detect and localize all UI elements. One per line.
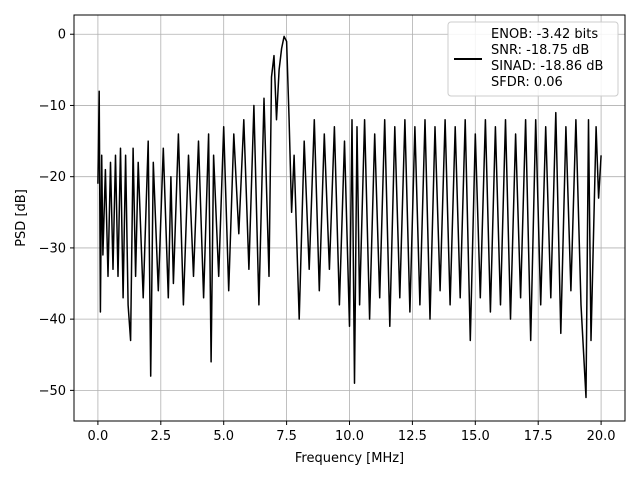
y-tick-label: −20 [39,170,66,185]
y-tick-label: −30 [39,241,66,256]
y-tick-label: −10 [39,99,66,114]
x-tick-label: 20.0 [587,429,616,444]
y-axis-label: PSD [dB] [14,189,29,247]
x-tick-label: 10.0 [335,429,364,444]
x-axis-label: Frequency [MHz] [295,451,404,466]
x-tick-label: 12.5 [398,429,427,444]
legend-entry-sinad: SINAD: -18.86 dB [491,59,603,74]
legend-entry-sfdr: SFDR: 0.06 [491,75,563,90]
x-tick-label: 15.0 [461,429,490,444]
x-tick-label: 7.5 [276,429,297,444]
y-tick-label: −50 [39,384,66,399]
legend: ENOB: -3.42 bits SNR: -18.75 dB SINAD: -… [447,21,619,97]
legend-box [447,21,619,97]
psd-series-line [97,35,602,399]
y-tick-label: −40 [39,313,66,328]
y-axis-ticks: 0 −10 −20 −30 −40 −50 [39,28,74,399]
legend-entry-enob: ENOB: -3.42 bits [491,27,598,42]
x-tick-label: 5.0 [213,429,234,444]
series-layer [97,35,602,399]
x-axis-ticks: 0.0 2.5 5.0 7.5 10.0 12.5 15.0 17.5 20.0 [88,421,616,444]
x-tick-label: 17.5 [524,429,553,444]
legend-entry-snr: SNR: -18.75 dB [491,43,589,58]
x-tick-label: 0.0 [88,429,109,444]
x-tick-label: 2.5 [150,429,171,444]
y-tick-label: 0 [58,28,66,43]
